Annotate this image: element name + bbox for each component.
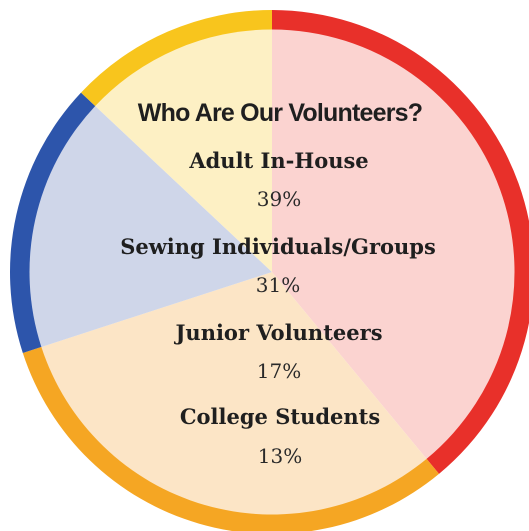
label-college-students: College Students [180,404,380,429]
label-adult-in-house: Adult In-House [188,148,368,173]
pie-rim-junior-volunteers [9,92,96,353]
pie-slice-adult-in-house [272,29,515,459]
value-college-students: 13% [258,444,302,468]
pie-slice-sewing-individuals-groups [41,272,427,515]
pie-slice-junior-volunteers [29,106,272,347]
chart-title: Who Are Our Volunteers? [138,99,422,127]
pie-rim-college-students [81,10,272,107]
label-sewing-individuals-groups: Sewing Individuals/Groups [120,234,436,259]
pie-slice-college-students [95,29,272,272]
value-junior-volunteers: 17% [257,359,301,383]
pie-rim-group [9,10,529,531]
value-sewing-individuals-groups: 31% [256,273,300,297]
value-adult-in-house: 39% [257,187,301,211]
pie-rim-sewing-individuals-groups [22,346,440,531]
pie-slice-group [29,29,515,515]
label-junior-volunteers: Junior Volunteers [173,320,382,345]
